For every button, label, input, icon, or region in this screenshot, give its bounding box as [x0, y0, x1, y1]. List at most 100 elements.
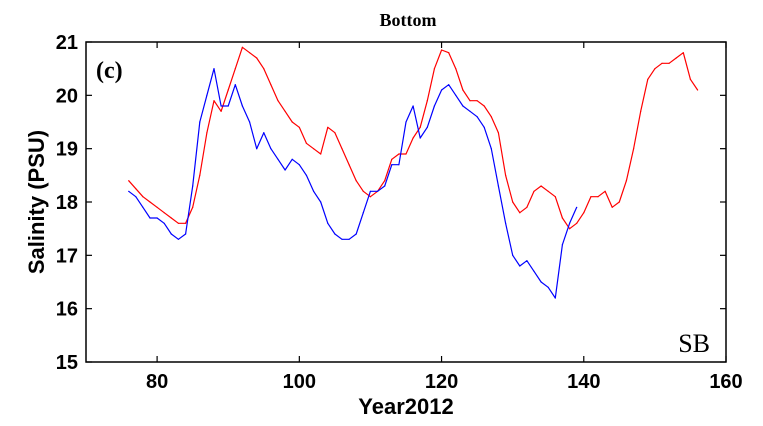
- series-0-point: [213, 100, 215, 102]
- series-0-point: [305, 142, 307, 144]
- series-0-point: [583, 212, 585, 214]
- series-1-point: [177, 238, 179, 240]
- series-1-point: [505, 222, 507, 224]
- series-0-point: [625, 180, 628, 182]
- series-0-point: [220, 110, 222, 112]
- series-0-point: [505, 174, 507, 176]
- series-1-point: [256, 148, 258, 150]
- x-tick-label: 100: [283, 371, 316, 393]
- series-1-point: [540, 281, 542, 283]
- site-label: SB: [678, 329, 710, 358]
- series-1-point: [128, 190, 130, 192]
- series-0-point: [185, 222, 187, 224]
- series-0-point: [128, 180, 130, 182]
- series-1-point: [483, 126, 485, 128]
- series-1: [128, 68, 578, 299]
- series-0-point: [426, 100, 428, 102]
- series-1-point: [348, 238, 350, 240]
- series-0-point: [163, 212, 165, 214]
- series-0-point: [334, 132, 336, 134]
- series-0-point: [199, 174, 201, 176]
- series-1-point: [149, 217, 151, 219]
- series-1-point: [298, 164, 300, 166]
- y-axis-label: Salinity (PSU): [24, 130, 49, 274]
- series-0-point: [576, 222, 578, 224]
- series-0-point: [398, 153, 400, 155]
- series-0-point: [241, 46, 243, 48]
- plot-frame: [85, 41, 727, 363]
- series-1-point: [462, 105, 464, 107]
- series-0-point: [263, 68, 265, 70]
- panel-label: (c): [96, 58, 123, 84]
- series-1-point: [561, 244, 564, 246]
- chart-title: Bottom: [380, 10, 437, 30]
- series-1-point: [206, 94, 208, 96]
- series-0-point: [135, 188, 137, 190]
- series-0-point: [391, 158, 393, 160]
- series-1-point: [213, 68, 215, 70]
- series-0: [128, 46, 699, 230]
- series-0-point: [156, 206, 158, 208]
- series-1-point: [469, 110, 471, 112]
- series-0-point: [192, 206, 194, 208]
- series-0-point: [668, 62, 670, 64]
- series-0-point: [682, 52, 684, 54]
- series-0-point: [313, 148, 315, 150]
- series-0-point: [590, 196, 592, 198]
- series-0-point: [455, 68, 457, 70]
- series-1-point: [448, 84, 450, 86]
- series-1-point: [426, 126, 428, 128]
- series-0-point: [320, 153, 322, 155]
- series-0-point: [270, 84, 272, 86]
- series-1-point: [241, 105, 243, 107]
- series-1-point: [419, 137, 421, 139]
- series-0-point: [519, 212, 521, 214]
- series-1-point: [576, 206, 578, 208]
- series-0-point: [697, 89, 699, 91]
- series-1-point: [441, 89, 443, 91]
- series-0-point: [412, 137, 414, 139]
- series-1-point: [490, 148, 492, 150]
- y-tick-label: 15: [56, 352, 78, 374]
- series-0-point: [142, 196, 144, 198]
- series-1-point: [512, 254, 514, 256]
- y-tick-label: 16: [56, 299, 78, 321]
- series-0-point: [348, 164, 350, 166]
- series-0-point: [206, 132, 208, 134]
- series-0-point: [369, 196, 371, 198]
- y-tick-label: 21: [56, 32, 78, 54]
- series-0-point: [384, 180, 386, 182]
- y-axis: 15 16 17 18 19 20 21: [56, 32, 726, 374]
- series-0-point: [483, 105, 485, 107]
- series-0-point: [149, 201, 151, 203]
- x-tick-label: 120: [425, 371, 458, 393]
- series-0-point: [540, 185, 542, 187]
- series-0-point: [633, 148, 635, 150]
- series-1-point: [398, 164, 400, 166]
- series-1-point: [163, 222, 165, 224]
- series-0-point: [433, 68, 435, 70]
- series-0-point: [249, 52, 251, 54]
- y-tick-label: 17: [56, 245, 78, 267]
- series-0-point: [618, 201, 620, 203]
- series-1-point: [170, 233, 172, 235]
- series-1-point: [355, 233, 357, 235]
- series-0-point: [256, 57, 258, 59]
- series-0-point: [554, 196, 556, 198]
- series-0-point: [462, 89, 464, 91]
- series-1-point: [497, 185, 499, 187]
- series-1-point: [277, 158, 279, 160]
- series-1-point: [362, 212, 364, 214]
- series-1-point: [533, 270, 535, 272]
- series-1-point: [234, 84, 236, 86]
- series-1-point: [305, 174, 307, 176]
- y-tick-label: 19: [56, 139, 78, 161]
- series-1-point: [554, 297, 556, 299]
- series-0-point: [469, 100, 471, 102]
- series-0-point: [277, 100, 279, 102]
- series-0-point: [647, 78, 649, 80]
- series-1-point: [249, 121, 251, 123]
- series-1-point: [192, 185, 194, 187]
- series-0-point: [405, 153, 407, 155]
